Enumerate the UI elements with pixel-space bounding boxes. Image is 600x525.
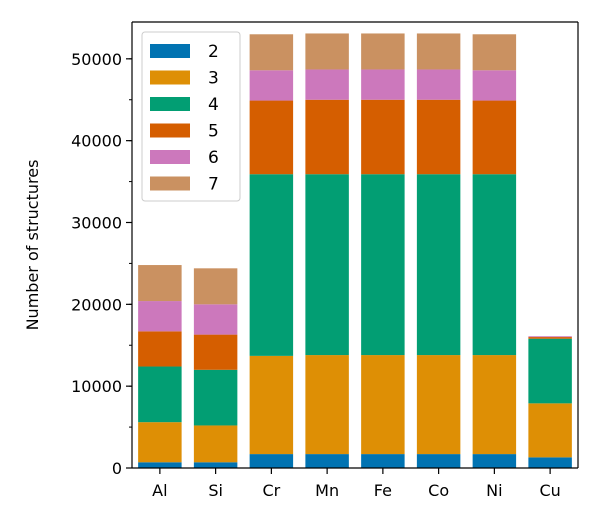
y-tick-label: 30000 (71, 213, 122, 232)
legend-label-5: 5 (208, 122, 219, 142)
bar-segment-si-7 (193, 268, 238, 305)
bar-segment-mn-5 (305, 99, 349, 175)
legend-swatch-6 (150, 150, 190, 164)
bar-segment-cr-5 (249, 100, 294, 175)
legend: 2 3 4 5 6 7 (141, 31, 241, 202)
y-tick-label: 50000 (71, 50, 122, 69)
bar-segment-al-6 (138, 301, 182, 332)
bar-segment-mn-3 (305, 355, 349, 455)
x-tick-label-co: Co (428, 481, 449, 500)
y-tick-label: 0 (112, 459, 122, 478)
x-tick-label-mn: Mn (315, 481, 339, 500)
bar-segment-co-2 (416, 454, 461, 468)
bar-segment-ni-7 (472, 34, 517, 71)
bar-segment-co-7 (416, 33, 461, 70)
y-tick-label: 10000 (71, 377, 122, 396)
x-tick-label-al: Al (152, 481, 167, 500)
y-axis-title: Number of structures (23, 160, 42, 331)
legend-swatch-3 (150, 70, 190, 85)
bar-segment-si-6 (193, 304, 238, 335)
bar-segment-si-2 (193, 462, 238, 468)
bar-segment-al-5 (138, 331, 182, 367)
bar-segment-al-3 (138, 422, 182, 463)
bar-segment-fe-3 (361, 355, 405, 455)
bar-segment-mn-6 (305, 69, 349, 100)
legend-swatch-5 (150, 123, 190, 138)
bar-segment-si-5 (193, 334, 238, 370)
bar-segment-co-4 (416, 174, 461, 356)
bar-segment-fe-2 (361, 454, 405, 468)
bar-segment-co-3 (416, 355, 461, 455)
legend-swatch-2 (150, 44, 190, 58)
x-tick-label-cr: Cr (263, 481, 281, 500)
bar-segment-mn-7 (305, 33, 349, 70)
bar-segment-al-4 (138, 366, 182, 423)
bar-segment-co-5 (416, 99, 461, 175)
bars-layer (138, 33, 572, 468)
bar-segment-fe-7 (361, 33, 405, 70)
legend-label-4: 4 (208, 95, 219, 115)
bar-segment-ni-2 (472, 454, 517, 468)
bar-segment-cr-7 (249, 34, 294, 71)
bar-segment-al-2 (138, 462, 182, 468)
bar-segment-cr-4 (249, 174, 294, 356)
bar-segment-al-7 (138, 265, 182, 302)
bar-segment-ni-3 (472, 355, 517, 455)
bar-segment-cu-6 (528, 336, 572, 338)
x-tick-label-si: Si (208, 481, 223, 500)
x-tick-label-fe: Fe (374, 481, 392, 500)
bar-segment-mn-4 (305, 174, 349, 356)
bar-segment-cu-4 (528, 338, 572, 404)
x-tick-label-ni: Ni (486, 481, 502, 500)
bar-segment-si-3 (193, 425, 238, 463)
legend-label-3: 3 (208, 69, 219, 89)
y-tick-label: 20000 (71, 295, 122, 314)
x-tick-label-cu: Cu (539, 481, 560, 500)
bar-segment-ni-6 (472, 70, 517, 101)
bar-segment-cu-2 (528, 457, 572, 468)
bar-segment-cu-5 (528, 337, 572, 339)
bar-segment-si-4 (193, 369, 238, 426)
bar-segment-fe-5 (361, 99, 405, 175)
axes-layer: 0 10000 20000 30000 40000 50000 Al Si Cr Mn Fe Co Ni… (71, 21, 579, 500)
bar-segment-ni-4 (472, 174, 517, 356)
bar-segment-ni-5 (472, 100, 517, 175)
bar-segment-co-6 (416, 69, 461, 100)
legend-swatch-4 (150, 97, 190, 111)
y-tick-label: 40000 (71, 132, 122, 151)
bar-segment-cr-3 (249, 355, 294, 455)
legend-label-7: 7 (208, 175, 219, 195)
bar-segment-fe-4 (361, 174, 405, 356)
bar-segment-cu-3 (528, 403, 572, 458)
bar-segment-cr-6 (249, 70, 294, 101)
legend-label-6: 6 (208, 148, 219, 168)
legend-swatch-7 (150, 176, 190, 191)
bar-segment-fe-6 (361, 69, 405, 100)
bar-segment-cr-2 (249, 454, 294, 468)
bar-segment-mn-2 (305, 454, 349, 468)
legend-label-2: 2 (208, 42, 219, 62)
